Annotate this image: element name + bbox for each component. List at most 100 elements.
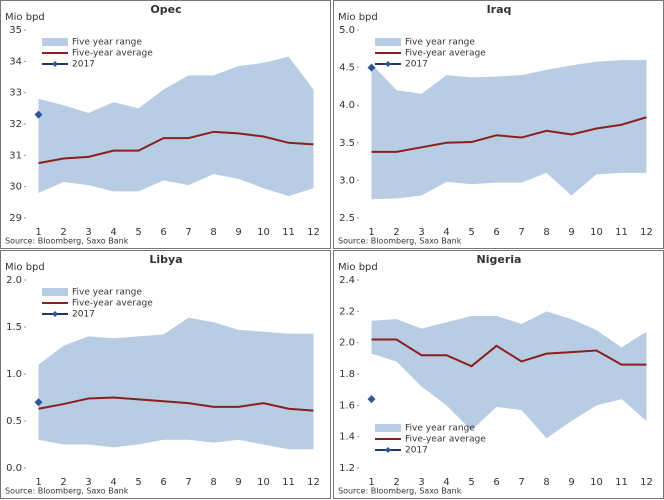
x-tick-label: 12 bbox=[640, 477, 653, 488]
marker-2017 bbox=[34, 398, 43, 407]
x-tick-label: 3 bbox=[85, 227, 91, 238]
y-axis-label: Mio bpd bbox=[338, 262, 378, 273]
legend-label: 2017 bbox=[405, 60, 428, 70]
range-area bbox=[371, 60, 647, 200]
y-tick-label: 2.2 bbox=[339, 306, 355, 317]
legend-label: Five year range bbox=[405, 38, 475, 48]
y-tick-label: 1.4 bbox=[339, 432, 355, 443]
x-tick-label: 10 bbox=[257, 477, 270, 488]
y-tick-label: 0.5 bbox=[6, 416, 22, 427]
legend-swatch bbox=[375, 424, 401, 432]
y-axis-label: Mio bpd bbox=[338, 12, 378, 23]
y-tick-label: 33 bbox=[9, 88, 22, 99]
x-tick-label: 8 bbox=[543, 477, 549, 488]
x-tick-label: 5 bbox=[468, 477, 474, 488]
panel-border bbox=[0, 0, 331, 249]
y-tick-label: 3.0 bbox=[339, 175, 355, 186]
legend-label: Five-year average bbox=[72, 299, 153, 309]
x-tick-label: 7 bbox=[185, 477, 191, 488]
x-tick-label: 5 bbox=[135, 227, 141, 238]
legend-label: Five-year average bbox=[72, 49, 153, 59]
x-tick-label: 12 bbox=[307, 477, 320, 488]
legend-swatch bbox=[375, 38, 401, 46]
x-tick-label: 3 bbox=[85, 477, 91, 488]
y-tick-label: 1.5 bbox=[6, 322, 22, 333]
x-tick-label: 3 bbox=[418, 227, 424, 238]
x-tick-label: 7 bbox=[185, 227, 191, 238]
panel-border bbox=[0, 250, 331, 499]
legend-marker bbox=[385, 447, 391, 453]
x-tick-label: 10 bbox=[590, 477, 603, 488]
y-tick-label: 2.0 bbox=[6, 275, 22, 286]
x-tick-label: 7 bbox=[518, 477, 524, 488]
marker-2017 bbox=[367, 395, 376, 404]
y-tick-label: 2.5 bbox=[339, 213, 355, 224]
x-tick-label: 5 bbox=[135, 477, 141, 488]
x-tick-label: 1 bbox=[35, 477, 41, 488]
average-line bbox=[38, 396, 314, 412]
chart-title: Libya bbox=[149, 253, 182, 266]
x-tick-label: 7 bbox=[518, 227, 524, 238]
legend-label: Five-year average bbox=[405, 49, 486, 59]
x-tick-label: 11 bbox=[282, 477, 295, 488]
legend-label: Five year range bbox=[72, 38, 142, 48]
chart-title: Iraq bbox=[487, 3, 512, 16]
y-tick-label: 2.0 bbox=[339, 338, 355, 349]
x-tick-label: 2 bbox=[393, 227, 399, 238]
range-area bbox=[371, 311, 647, 439]
y-tick-label: 32 bbox=[9, 119, 22, 130]
marker-2017 bbox=[367, 63, 376, 72]
x-tick-label: 9 bbox=[235, 227, 241, 238]
x-tick-label: 3 bbox=[418, 477, 424, 488]
x-tick-label: 6 bbox=[160, 227, 166, 238]
x-tick-label: 1 bbox=[368, 227, 374, 238]
legend-label: 2017 bbox=[72, 310, 95, 320]
x-tick-label: 4 bbox=[110, 477, 116, 488]
y-tick-label: 0.0 bbox=[6, 463, 22, 474]
x-tick-label: 1 bbox=[35, 227, 41, 238]
y-tick-label: 35 bbox=[9, 25, 22, 36]
x-tick-label: 1 bbox=[368, 477, 374, 488]
y-tick-label: 29 bbox=[9, 213, 22, 224]
y-tick-label: 1.6 bbox=[339, 400, 355, 411]
x-tick-label: 2 bbox=[393, 477, 399, 488]
average-line bbox=[371, 116, 647, 153]
y-tick-label: 4.5 bbox=[339, 63, 355, 74]
y-tick-label: 1.2 bbox=[339, 463, 355, 474]
x-tick-label: 12 bbox=[307, 227, 320, 238]
y-tick-label: 31 bbox=[9, 150, 22, 161]
x-tick-label: 6 bbox=[160, 477, 166, 488]
x-tick-label: 9 bbox=[568, 227, 574, 238]
x-tick-label: 2 bbox=[60, 227, 66, 238]
x-tick-label: 6 bbox=[493, 227, 499, 238]
legend-marker bbox=[52, 311, 58, 317]
chart-title: Opec bbox=[150, 3, 181, 16]
legend-marker bbox=[385, 61, 391, 67]
legend-label: 2017 bbox=[405, 446, 428, 456]
x-tick-label: 10 bbox=[590, 227, 603, 238]
legend-label: Five year range bbox=[72, 288, 142, 298]
x-tick-label: 11 bbox=[615, 227, 628, 238]
average-line bbox=[371, 338, 647, 368]
x-tick-label: 10 bbox=[257, 227, 270, 238]
chart-title: Nigeria bbox=[477, 253, 522, 266]
x-tick-label: 8 bbox=[543, 227, 549, 238]
x-tick-label: 9 bbox=[568, 477, 574, 488]
y-axis-label: Mio bpd bbox=[5, 12, 45, 23]
x-tick-label: 4 bbox=[110, 227, 116, 238]
x-tick-label: 12 bbox=[640, 227, 653, 238]
marker-2017 bbox=[34, 110, 43, 119]
legend-label: Five-year average bbox=[405, 435, 486, 445]
legend-swatch bbox=[42, 288, 68, 296]
y-tick-label: 1.0 bbox=[6, 369, 22, 380]
y-tick-label: 1.8 bbox=[339, 369, 355, 380]
range-area bbox=[38, 56, 314, 197]
x-tick-label: 4 bbox=[443, 477, 449, 488]
x-tick-label: 4 bbox=[443, 227, 449, 238]
x-tick-label: 11 bbox=[282, 227, 295, 238]
legend-label: Five year range bbox=[405, 424, 475, 434]
x-tick-label: 8 bbox=[210, 477, 216, 488]
y-tick-label: 5.0 bbox=[339, 25, 355, 36]
range-area bbox=[38, 317, 314, 450]
